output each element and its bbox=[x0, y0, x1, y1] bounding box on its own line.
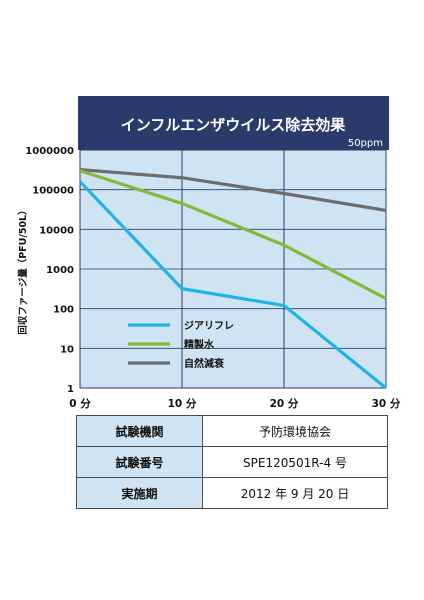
y-tick-label: 1000000 bbox=[25, 146, 74, 157]
chart-title: インフルエンザウイルス除去効果 bbox=[121, 116, 347, 134]
x-tick-label: 30 分 bbox=[372, 397, 401, 410]
table-value-cell: SPE120501R-4 号 bbox=[202, 446, 388, 478]
chart: インフルエンザウイルス除去効果 50ppm 100000010000010000… bbox=[17, 96, 401, 410]
legend-label: ジアリフレ bbox=[184, 320, 234, 332]
x-tick-label: 10 分 bbox=[168, 397, 197, 410]
y-tick-labels: 1000000 100000 10000 1000 100 10 1 bbox=[25, 146, 74, 395]
series-line bbox=[79, 168, 387, 212]
table-label-cell: 実施期 bbox=[76, 477, 203, 509]
x-tick-label: 20 分 bbox=[270, 397, 299, 410]
y-tick-label: 100000 bbox=[32, 186, 74, 197]
table-row: 試験機関 予防環境協会 bbox=[76, 415, 388, 447]
series-line bbox=[79, 169, 387, 300]
y-tick-label: 100 bbox=[53, 305, 74, 316]
title-bar bbox=[78, 96, 389, 150]
y-tick-label: 1000 bbox=[46, 265, 74, 276]
x-tick-label: 0 分 bbox=[69, 397, 91, 410]
series-line bbox=[78, 180, 388, 390]
legend-label: 精製水 bbox=[184, 338, 215, 351]
table-label-cell: 試験番号 bbox=[76, 446, 203, 478]
y-tick-label: 10 bbox=[60, 344, 74, 355]
table-value-cell: 2012 年 9 月 20 日 bbox=[202, 477, 388, 509]
table-row: 試験番号 SPE120501R-4 号 bbox=[76, 446, 388, 478]
table-label-cell: 試験機関 bbox=[76, 415, 203, 447]
chart-subtitle: 50ppm bbox=[348, 138, 383, 149]
x-tick-labels: 0 分 10 分 20 分 30 分 bbox=[69, 397, 401, 410]
series-lines bbox=[78, 168, 388, 390]
plot-border bbox=[79, 149, 387, 389]
table-row: 実施期 2012 年 9 月 20 日 bbox=[76, 477, 388, 509]
y-tick-label: 10000 bbox=[39, 225, 74, 236]
legend-label: 自然減衰 bbox=[184, 357, 225, 370]
info-table: 試験機関 予防環境協会 試験番号 SPE120501R-4 号 実施期 2012… bbox=[76, 415, 388, 509]
y-tick-label: 1 bbox=[67, 384, 74, 395]
table-value-cell: 予防環境協会 bbox=[202, 415, 388, 447]
y-axis-label: 回収ファージ量（PFU/50L） bbox=[17, 205, 29, 334]
grid-lines bbox=[79, 149, 387, 389]
